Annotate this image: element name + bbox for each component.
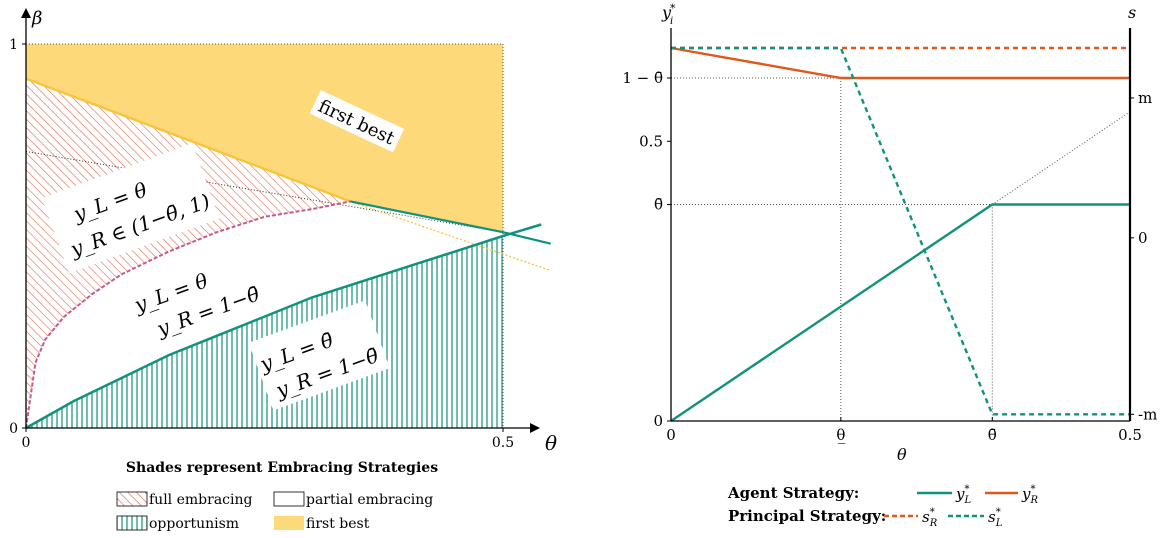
legend-title: Shades represent Embracing Strategies [126,460,438,476]
x-axis-label: θ [545,431,557,455]
y-axis-label: β [31,8,42,29]
series-sL [671,46,1130,416]
legend-swatch-partial-embracing [273,491,305,507]
full-embracing-lower-curve [25,200,351,429]
legend-agent-label: Agent Strategy: [727,484,859,502]
x-axis-arrow [530,423,540,433]
full-embracing-region [26,78,351,428]
y2-tick-label: 0 [1138,229,1148,247]
left-chart: 0 0.501 θ β first best y_L = θ y_R ∈ (1−θ… [9,8,557,532]
x-tick-label: 0 [22,435,31,451]
y-tick-label: θ̄ [654,196,663,214]
legend-swatch-opportunism [116,515,148,531]
legend-label-sL: s* L [988,507,1003,529]
y-tick-label: 1 − θ̄ [622,69,663,87]
legend-swatch-first-best [274,516,304,530]
y2-tick-label: -m [1138,405,1157,423]
guide-lines [671,77,1131,421]
y-tick-label: 0 [9,421,18,437]
guide-diagonal [992,111,1131,205]
x-tick-label: θ̲ [836,426,845,444]
x-tick-label: 0 [666,426,676,444]
left-ticks: 0 0.5 0 1 [9,37,514,451]
series-yR [670,46,1130,80]
y-axis-left-label: y i * [661,2,676,27]
legend-label-yL: y* L [955,484,971,506]
legend-label-first-best: first best [306,516,370,532]
y-axis-right-label: s [1128,3,1136,22]
series-lines [670,46,1130,422]
x-tick-label: 0.5 [492,435,514,451]
legend-label-yR: y* R [1021,484,1038,506]
opportunism-upper-curve [25,223,542,430]
first-best-line [25,77,351,203]
first-best-region [26,44,503,233]
legend-label-partial-embracing: partial embracing [306,492,433,508]
legend-label-sR: s* R [922,507,938,529]
y-axis-arrow [21,8,31,18]
right-ticks: 0 θ̲ θ̄ 0.5 0 θ̄ 0.5 1 − θ̄ m 0 -m [622,69,1157,444]
y-tick-label: 1 [9,37,18,53]
x-tick-label: θ̄ [988,426,997,444]
series-yL [670,203,1130,422]
legend-label-full-embracing: full embracing [149,492,253,508]
first-best-line-extension [350,200,551,272]
legend: full embracing partial embracing opportu… [116,491,433,532]
strategy-legend: Agent Strategy: y* L y* R Principal Strate… [727,484,1038,529]
upper-curve [350,200,551,245]
svg-text:*: * [670,2,676,15]
right-chart: 0 θ̲ θ̄ 0.5 0 θ̄ 0.5 1 − θ̄ m 0 -m θ y i * s Agent… [622,2,1157,529]
svg-text:y: y [661,3,672,22]
legend-swatch-full-embracing [116,491,148,507]
legend-principal-label: Principal Strategy: [728,507,886,525]
y2-tick-label: m [1138,89,1152,107]
legend-label-opportunism: opportunism [149,516,239,532]
svg-text:i: i [670,16,673,27]
y-tick-label: 0.5 [639,132,663,150]
y-tick-label: 0 [653,412,663,430]
x-tick-label: 0.5 [1118,426,1142,444]
x-axis-label: θ [897,445,907,464]
opportunism-region [26,236,503,428]
